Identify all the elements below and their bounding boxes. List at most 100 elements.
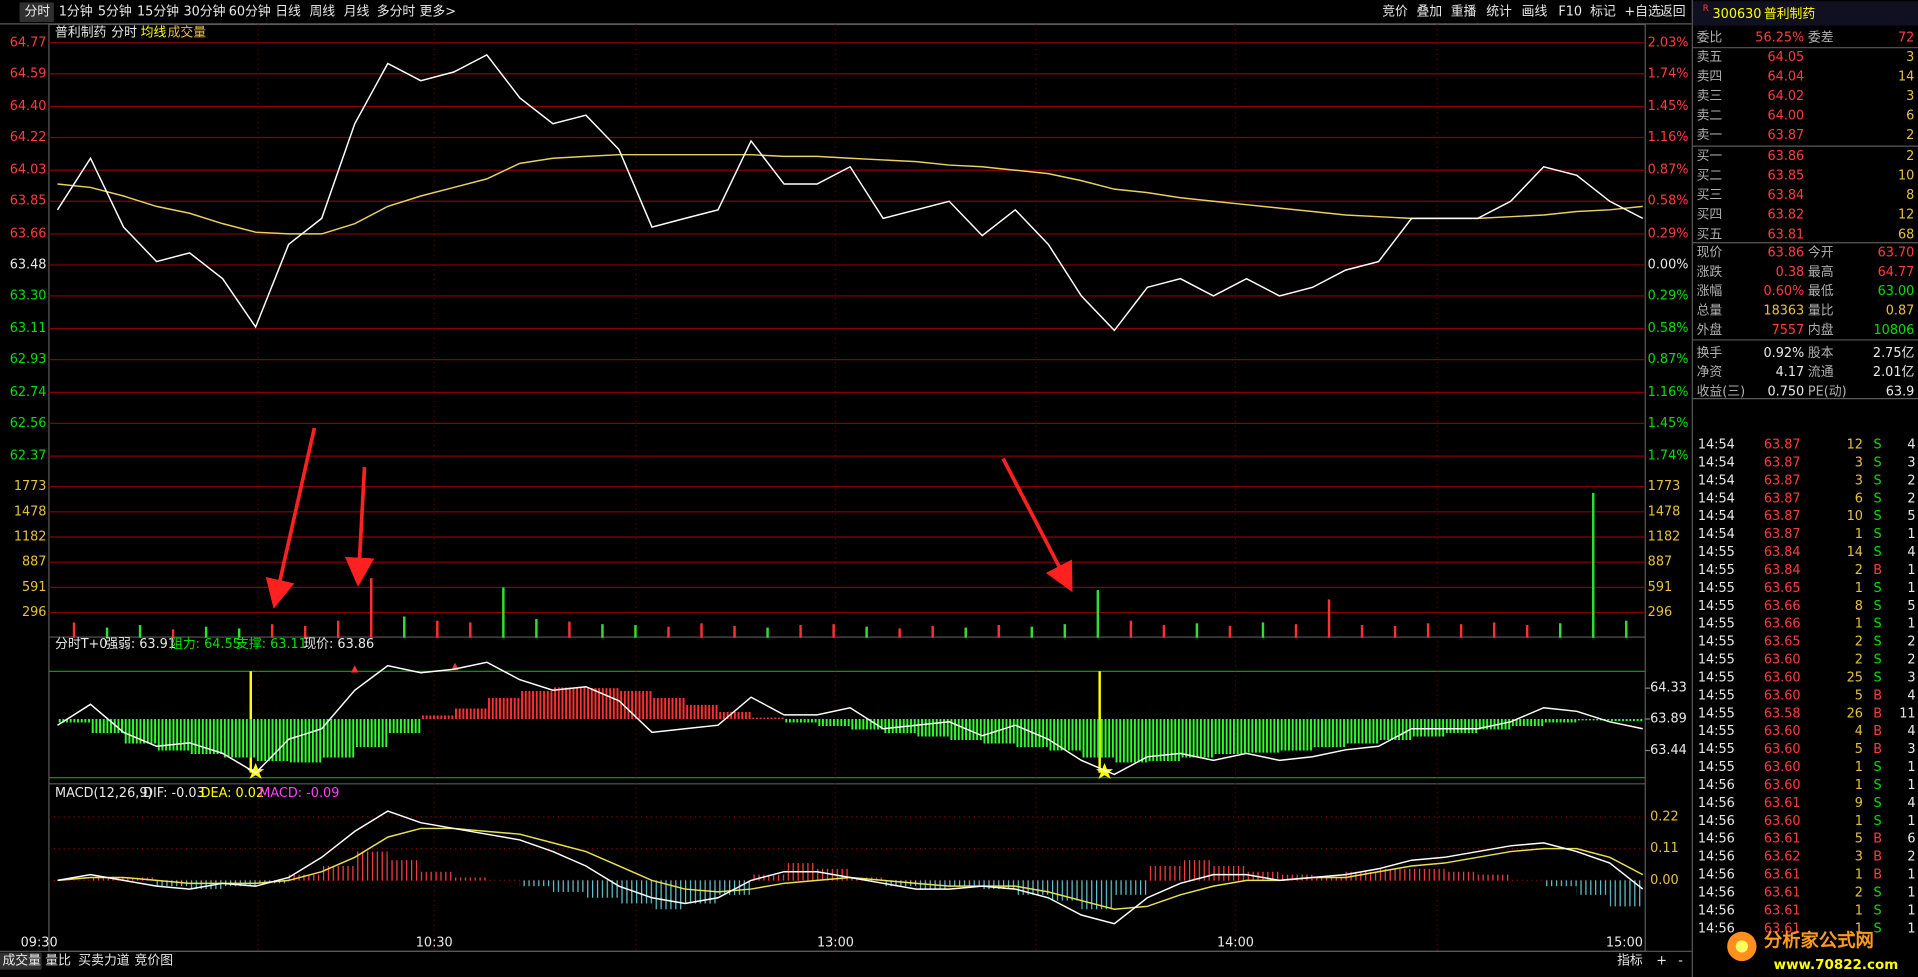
volume-bar	[898, 628, 901, 638]
trade-price: 63.61	[1764, 903, 1801, 918]
volume-bar	[1558, 623, 1562, 638]
stat-label: 总量	[1697, 304, 1723, 319]
stat-value: 7557	[1772, 323, 1805, 338]
indicator-header: DIF: -0.03	[143, 786, 205, 801]
toolbar-button[interactable]: 标记	[1590, 5, 1616, 20]
t0-bar	[817, 718, 851, 726]
book-label: 卖一	[1697, 128, 1723, 143]
trade-side: B	[1873, 868, 1882, 883]
trade-volume: 10	[1847, 509, 1863, 524]
diff-label: 委差	[1808, 30, 1834, 45]
macd-bar	[1048, 880, 1082, 901]
trade-time: 14:55	[1698, 688, 1735, 703]
toolbar-tab[interactable]: 15分钟	[137, 4, 179, 20]
toolbar-tab[interactable]: 月线	[344, 5, 370, 20]
trade-count: 3	[1907, 456, 1915, 471]
indicator-header: 阻力: 64.55	[170, 637, 241, 652]
chart-header: 分时	[111, 26, 137, 41]
trade-count: 3	[1907, 670, 1915, 685]
trade-time: 14:54	[1698, 438, 1735, 453]
trade-volume: 1	[1855, 868, 1863, 883]
volume-bar	[1625, 620, 1628, 638]
ratio-label: 委比	[1697, 30, 1723, 45]
watermark: 分析家公式网	[1764, 930, 1874, 952]
y-tick-label: 64.33	[1650, 681, 1687, 696]
toolbar-tab[interactable]: 多分时	[377, 5, 416, 20]
trade-volume: 3	[1855, 850, 1863, 865]
trade-price: 63.58	[1764, 706, 1801, 721]
y-tick-label: 887	[1648, 555, 1673, 570]
bottom-button[interactable]: +	[1656, 954, 1667, 969]
book-price: 64.04	[1768, 70, 1805, 85]
toolbar-tab[interactable]: 30分钟	[183, 4, 225, 20]
macd-bar	[1147, 865, 1181, 881]
toolbar-tab[interactable]: 日线	[275, 5, 301, 20]
pct-tick-label: 0.58%	[1648, 321, 1689, 336]
bottom-tab[interactable]: 成交量	[2, 953, 41, 969]
trade-volume: 1	[1855, 814, 1863, 829]
toolbar-button[interactable]: 返回	[1660, 5, 1686, 20]
toolbar-button[interactable]: F10	[1558, 5, 1582, 20]
toolbar-tab[interactable]: 5分钟	[98, 4, 132, 20]
toolbar-button[interactable]: 竞价	[1382, 4, 1408, 20]
book-label: 买二	[1697, 169, 1723, 184]
x-tick-label: 13:00	[817, 935, 854, 950]
indicator-header: MACD(12,26,9)	[55, 786, 152, 801]
t0-price-line	[57, 661, 1643, 776]
stock-header-bg	[1692, 1, 1918, 26]
indicator-header: 现价: 63.86	[303, 637, 374, 652]
avg-line	[57, 153, 1643, 235]
stat-value: 63.86	[1768, 246, 1805, 261]
trade-volume: 25	[1847, 670, 1863, 685]
trade-count: 1	[1907, 885, 1915, 900]
trade-count: 2	[1907, 653, 1915, 668]
volume-bar	[634, 625, 637, 638]
trade-time: 14:55	[1698, 635, 1735, 650]
toolbar-button[interactable]: 叠加	[1416, 5, 1442, 20]
trade-volume: 2	[1855, 653, 1863, 668]
toolbar-button[interactable]: 重播	[1451, 4, 1477, 20]
book-price: 64.02	[1768, 89, 1805, 104]
trade-side: S	[1874, 885, 1882, 900]
t0-bar	[1345, 718, 1379, 744]
toolbar-tab[interactable]: 1分钟	[59, 4, 93, 20]
stat-label: 流通	[1808, 365, 1834, 380]
bottom-tab[interactable]: 买卖力道	[78, 954, 129, 969]
bottom-tab[interactable]: 量比	[45, 954, 71, 969]
pct-tick-label: 0.29%	[1648, 226, 1689, 241]
trade-price: 63.87	[1764, 491, 1801, 506]
trade-count: 4	[1907, 724, 1915, 739]
trade-count: 1	[1907, 868, 1915, 883]
trade-side: S	[1874, 456, 1882, 471]
stat-label: 量比	[1808, 304, 1834, 319]
toolbar-tab[interactable]: 周线	[309, 5, 335, 20]
toolbar-tab[interactable]: 分时	[24, 5, 50, 20]
macd-bar	[1477, 874, 1511, 881]
trade-price: 63.60	[1764, 653, 1801, 668]
volume-bar	[171, 629, 175, 638]
trade-volume: 12	[1847, 438, 1863, 453]
stat-label: 最低	[1808, 284, 1834, 299]
toolbar-tab[interactable]: 60分钟	[229, 4, 271, 20]
bottom-button[interactable]: -	[1678, 954, 1683, 969]
y-tick-label: 63.85	[10, 194, 47, 209]
t0-bar	[486, 697, 520, 719]
book-volume: 2	[1906, 149, 1914, 164]
bottom-button[interactable]: 指标	[1617, 954, 1643, 969]
t0-bar	[288, 718, 322, 763]
pct-tick-label: 0.87%	[1648, 352, 1689, 367]
bottom-tab[interactable]: 竞价图	[135, 953, 173, 969]
volume-bar	[72, 622, 76, 638]
volume-bar	[997, 625, 1000, 638]
pct-tick-label: 1.74%	[1648, 66, 1689, 81]
y-tick-label: 63.89	[1650, 711, 1687, 726]
t0-bar	[1411, 718, 1445, 737]
toolbar-button[interactable]: +自选	[1624, 5, 1661, 20]
x-tick-label: 10:30	[416, 935, 453, 950]
toolbar-button[interactable]: 画线	[1522, 5, 1548, 20]
volume-bar	[105, 627, 109, 638]
toolbar-button[interactable]: 统计	[1486, 5, 1512, 20]
toolbar-tab[interactable]: 更多>	[420, 5, 456, 20]
stat-value: 63.70	[1878, 246, 1915, 261]
stat-value: 63.9	[1886, 385, 1915, 400]
